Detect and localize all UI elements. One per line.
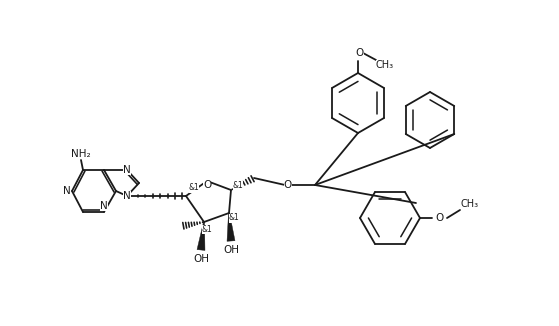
Text: OH: OH <box>223 245 239 255</box>
Text: N: N <box>123 191 131 201</box>
Text: N: N <box>63 186 71 196</box>
Text: CH₃: CH₃ <box>461 199 479 209</box>
Text: &1: &1 <box>188 184 200 192</box>
Text: OH: OH <box>193 254 209 264</box>
Text: N: N <box>100 201 108 211</box>
Text: &1: &1 <box>202 225 212 233</box>
Text: NH₂: NH₂ <box>71 149 91 159</box>
Text: N: N <box>123 165 131 175</box>
Text: O: O <box>356 48 364 58</box>
Text: CH₃: CH₃ <box>376 60 394 70</box>
Text: O: O <box>284 180 292 190</box>
Text: &1: &1 <box>233 181 243 189</box>
Text: O: O <box>203 180 211 190</box>
Text: &1: &1 <box>229 214 239 223</box>
Polygon shape <box>227 213 235 241</box>
Text: O: O <box>436 213 444 223</box>
Polygon shape <box>197 222 205 250</box>
